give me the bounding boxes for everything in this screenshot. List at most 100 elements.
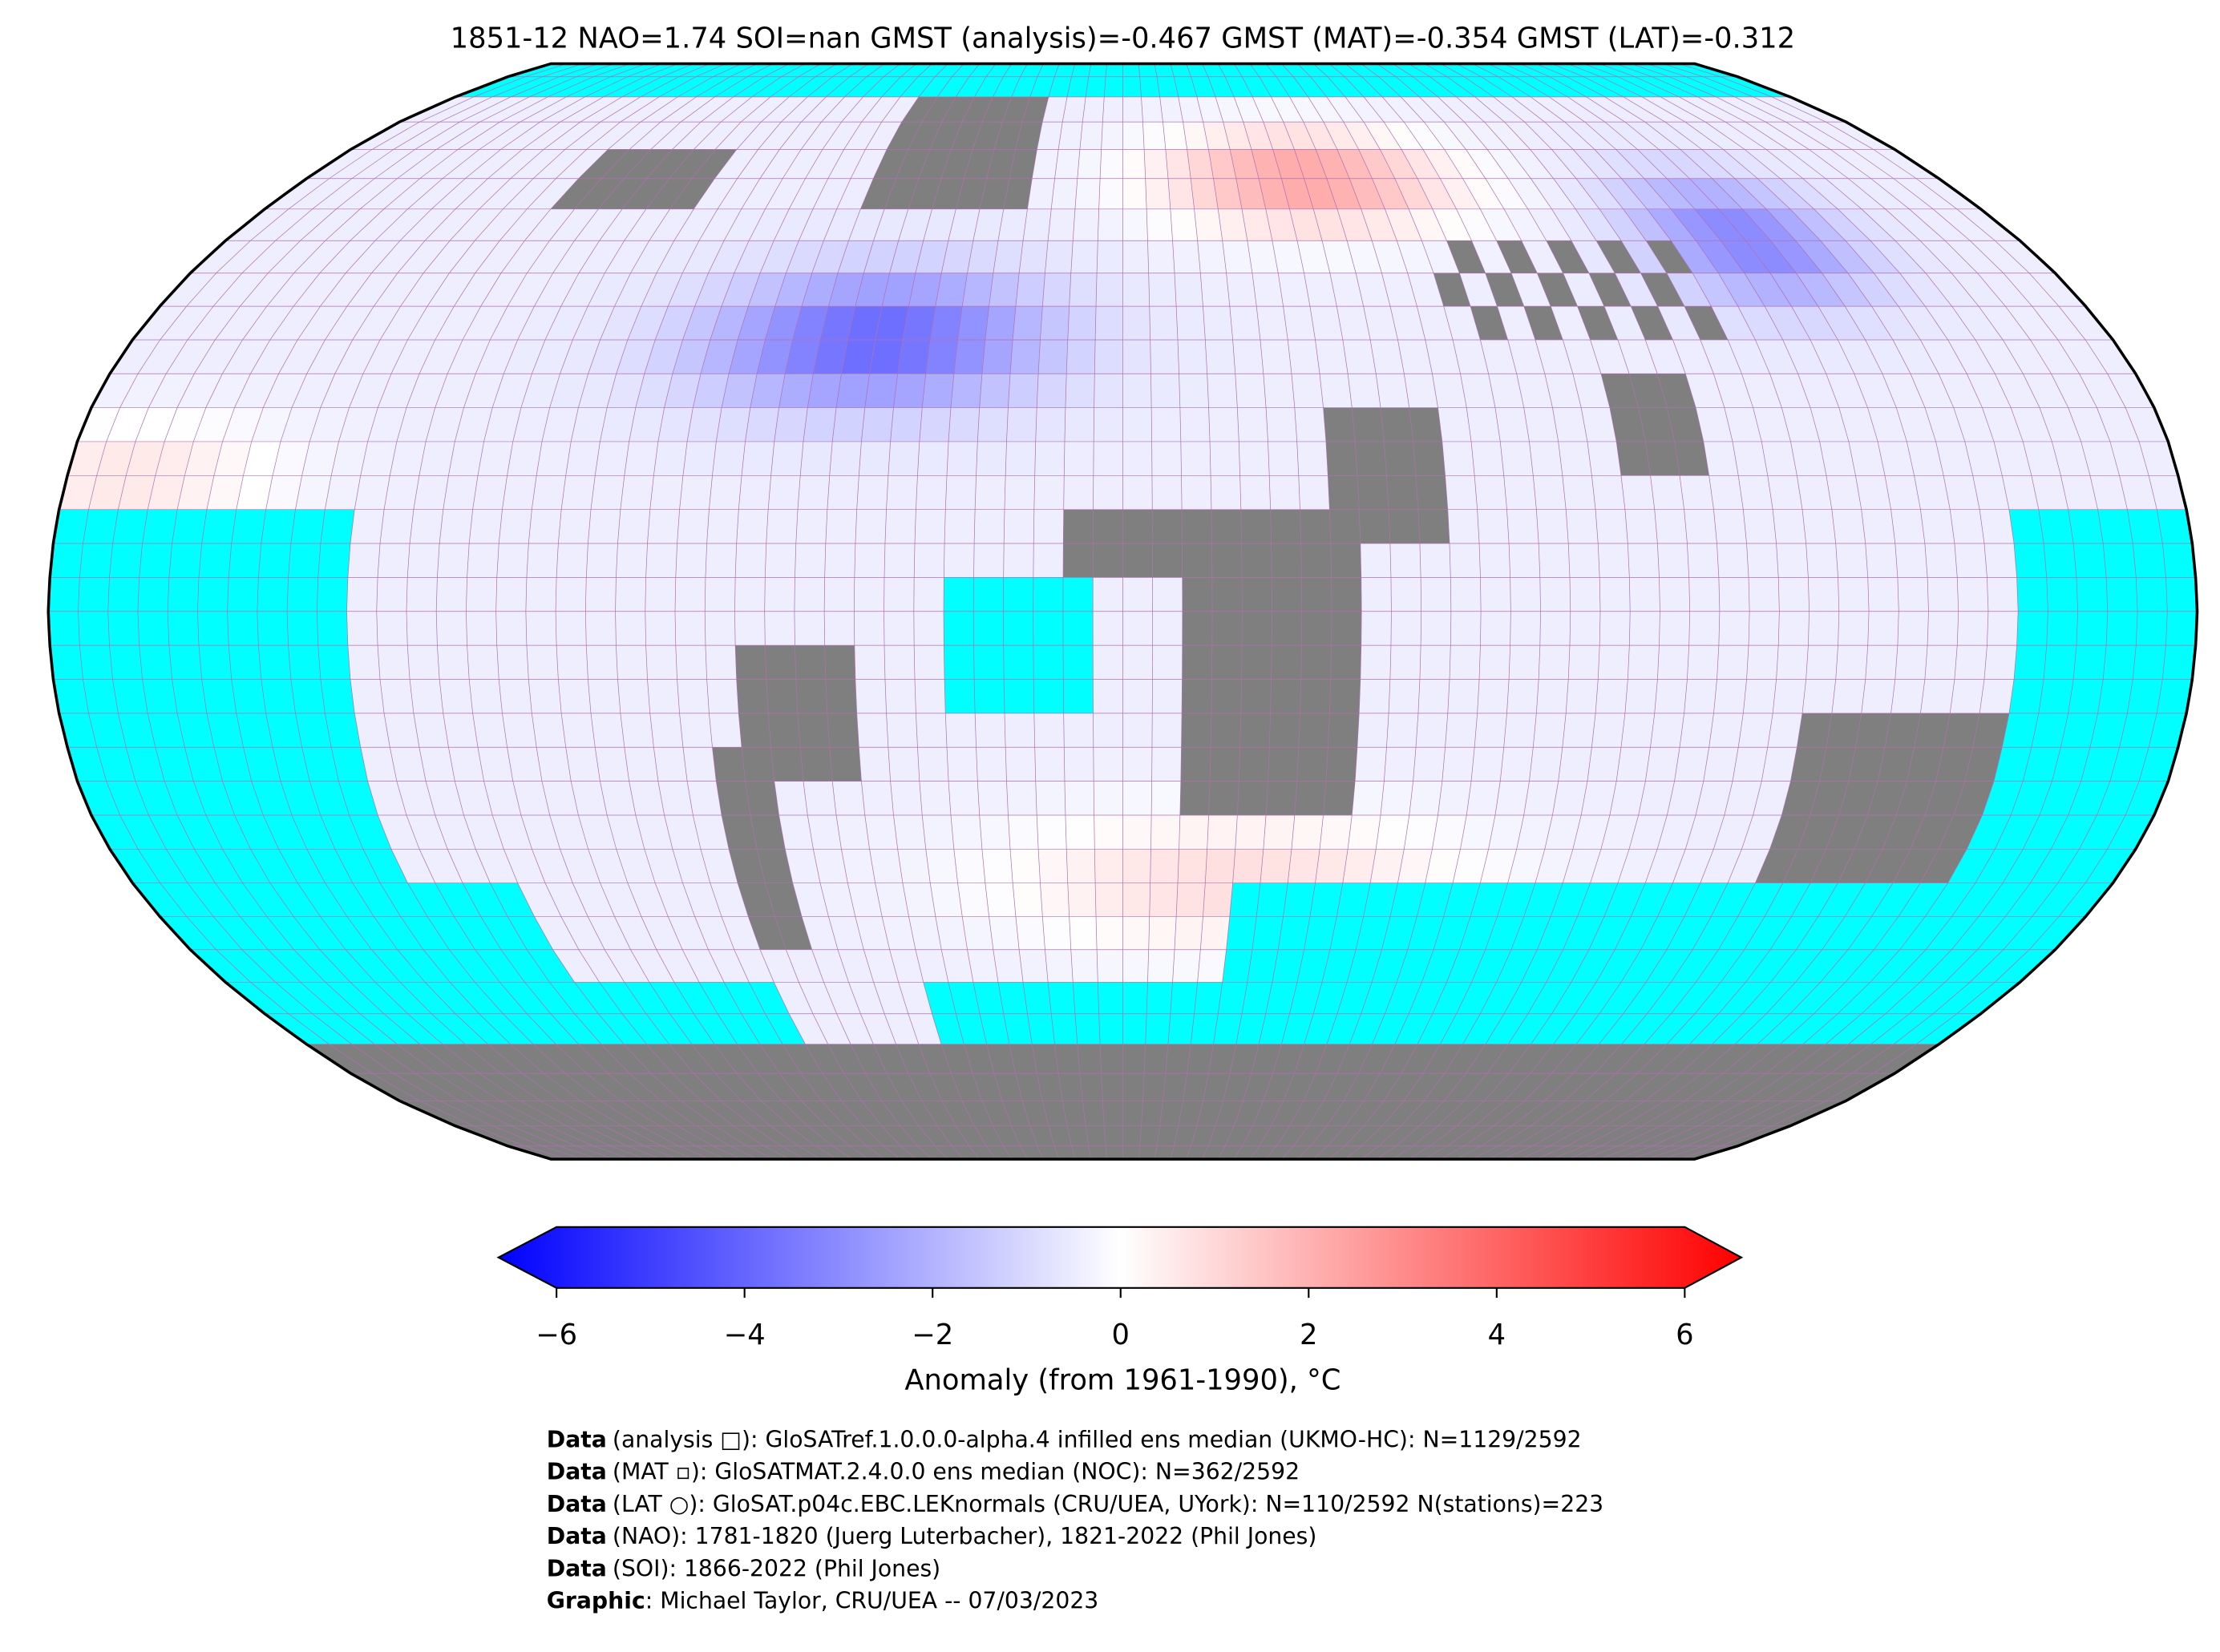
grid-cell: [1326, 1101, 1365, 1126]
grid-cell: [347, 543, 381, 578]
grid-cell: [1738, 475, 1773, 510]
grid-cell: [1348, 374, 1381, 408]
grid-cell: [1831, 679, 1866, 713]
grid-cell: [443, 713, 478, 748]
grid-cell: [832, 1145, 869, 1160]
grid-cell: [1088, 1145, 1107, 1160]
grid-cell: [1330, 543, 1361, 578]
grid-cell: [1097, 240, 1123, 273]
grid-cell: [423, 240, 475, 273]
grid-cell: [1500, 747, 1534, 782]
grid-cell: [1684, 306, 1729, 340]
grid-cell: [1500, 441, 1534, 476]
grid-cell: [650, 122, 702, 150]
grid-cell: [2059, 306, 2113, 340]
grid-cell: [437, 543, 470, 578]
grid-cell: [644, 339, 683, 374]
grid-cell: [1416, 713, 1448, 748]
grid-cell: [921, 1101, 956, 1126]
grid-cell: [1421, 611, 1451, 646]
grid-cell: [1851, 1044, 1917, 1074]
grid-cell: [280, 407, 321, 442]
grid-cell: [466, 611, 497, 646]
grid-cell: [447, 849, 491, 883]
grid-cell: [213, 441, 252, 476]
grid-cell: [1150, 814, 1180, 850]
colorbar-tick-label: −2: [912, 1319, 953, 1351]
grid-cell: [1077, 1044, 1102, 1074]
grid-cell: [1122, 814, 1152, 850]
grid-cell: [1861, 509, 1895, 544]
grid-cell: [629, 1073, 681, 1101]
grid-cell: [848, 982, 885, 1014]
grid-cell: [1570, 611, 1601, 646]
grid-cell: [1263, 374, 1295, 408]
meridian: [1551, 63, 1929, 1160]
grid-cell: [770, 441, 803, 476]
grid-cell: [1100, 149, 1123, 179]
grid-cell: [1935, 441, 1973, 476]
grid-cell: [774, 982, 813, 1014]
grid-cell: [774, 407, 808, 442]
grid-cell: [741, 178, 783, 209]
grid-cell: [1665, 122, 1724, 150]
meridian: [1312, 63, 1482, 1160]
meridian: [1567, 63, 1959, 1160]
grid-cell: [1064, 441, 1094, 476]
grid-cell: [1723, 149, 1781, 179]
grid-cell: [765, 543, 796, 578]
grid-cell: [1003, 543, 1034, 578]
grid-cell: [735, 645, 766, 680]
grid-cell: [1386, 475, 1418, 510]
grid-cell: [1361, 1145, 1397, 1160]
grid-cell: [1235, 178, 1266, 209]
grid-cell: [967, 949, 998, 983]
grid-cell: [1205, 849, 1235, 883]
grid-cell: [841, 96, 882, 123]
grid-cell: [1364, 96, 1405, 123]
grid-cell: [710, 883, 749, 917]
colorbar-label: Anomaly (from 1961-1990), °C: [904, 1363, 1340, 1396]
grid-cell: [1296, 747, 1328, 782]
grid-cell: [1583, 1145, 1636, 1160]
grid-cell: [367, 781, 406, 815]
grid-cell: [801, 122, 842, 150]
grid-cell: [1419, 1101, 1465, 1126]
grid-cell: [730, 1145, 774, 1160]
grid-cell: [1845, 240, 1900, 273]
grid-cell: [1178, 339, 1207, 374]
grid-cell: [935, 916, 968, 950]
grid-cell: [855, 916, 890, 950]
grid-cell: [1322, 240, 1357, 273]
grid-cell: [945, 713, 977, 748]
grid-cell: [1029, 1125, 1055, 1146]
grid-cell: [177, 374, 223, 408]
grid-cell: [1667, 178, 1719, 209]
grid-cell: [1564, 122, 1616, 150]
grid-cell: [736, 1073, 782, 1101]
grid-cell: [945, 475, 977, 510]
grid-cell: [1496, 240, 1538, 273]
grid-cell: [935, 1145, 964, 1160]
grid-cell: [832, 781, 865, 815]
grid-cell: [1196, 1101, 1223, 1126]
grid-cell: [1745, 1073, 1810, 1101]
grid-cell: [455, 1125, 525, 1146]
grid-cell: [1629, 374, 1668, 408]
grid-cell: [269, 306, 321, 340]
grid-cell: [1696, 781, 1733, 815]
grid-cell: [454, 273, 501, 307]
grid-cell: [436, 577, 467, 612]
grid-cell: [1749, 611, 1780, 646]
grid-cell: [1806, 122, 1874, 150]
grid-cell: [1352, 407, 1385, 442]
grid-cell: [166, 339, 216, 374]
grid-cell: [1544, 374, 1582, 408]
grid-cell: [801, 1073, 842, 1101]
grid-cell: [350, 509, 385, 544]
grid-cell: [646, 149, 694, 179]
meridian: [1599, 63, 2019, 1160]
grid-cell: [854, 577, 884, 612]
grid-cell: [1203, 883, 1233, 917]
grid-cell: [841, 339, 875, 374]
